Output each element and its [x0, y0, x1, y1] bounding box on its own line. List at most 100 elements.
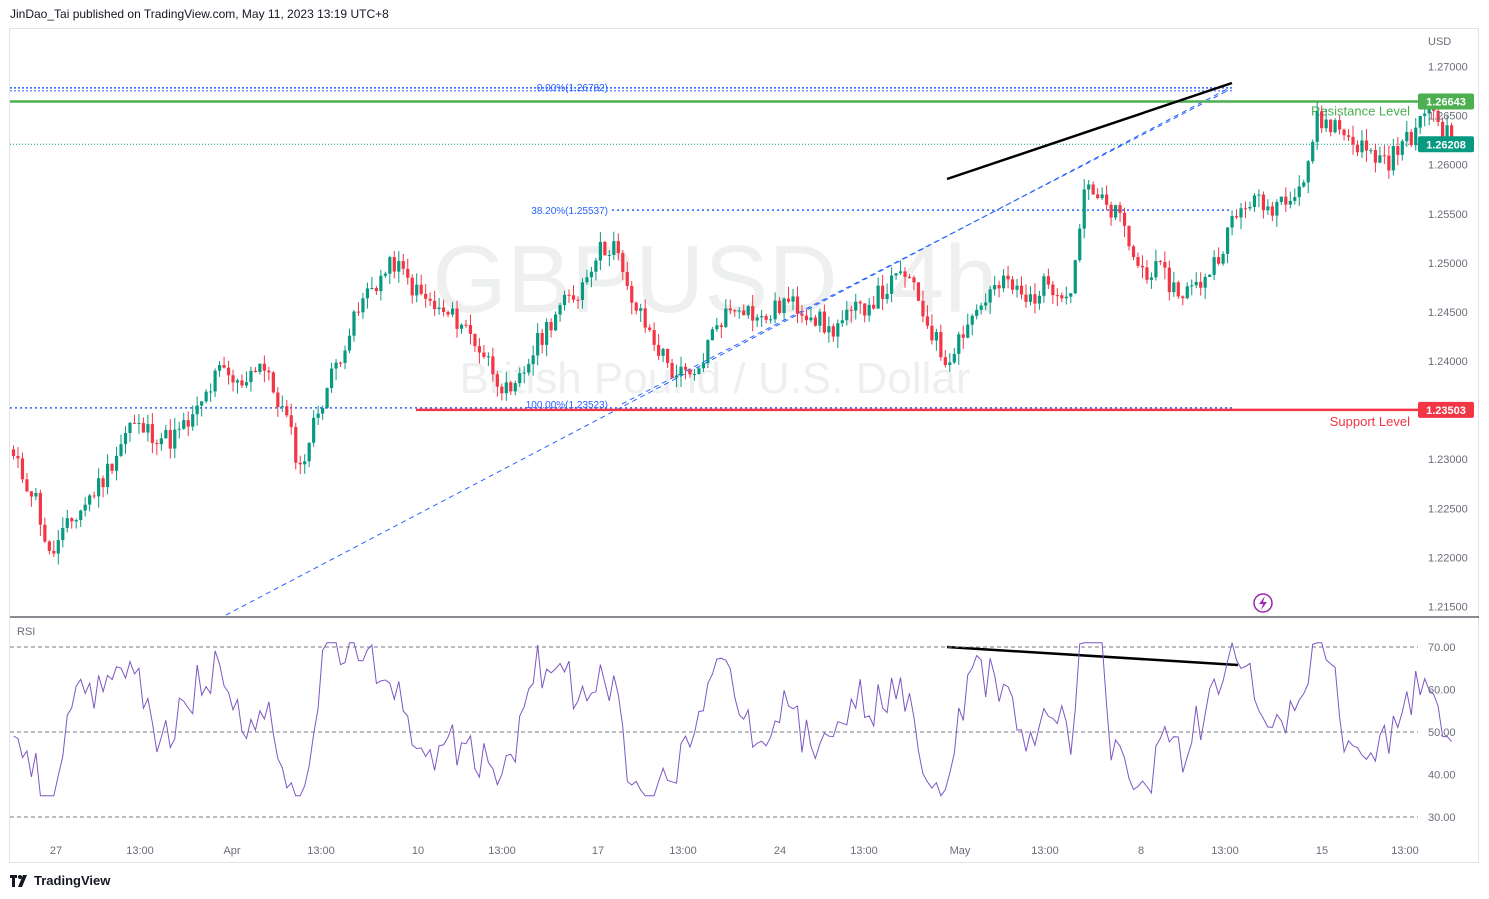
- candle-body: [298, 462, 302, 465]
- candle-body: [836, 323, 840, 337]
- candle-body: [1203, 276, 1207, 288]
- candle-body: [334, 362, 338, 369]
- candle-body: [733, 310, 737, 312]
- candle-body: [338, 362, 343, 364]
- candle-body: [545, 321, 549, 345]
- candle-body: [948, 362, 952, 366]
- candle-body: [11, 449, 16, 456]
- resistance-price-tag-bg: [1418, 93, 1474, 110]
- candle-body: [406, 268, 410, 278]
- candle-body: [643, 308, 647, 328]
- candle-body: [742, 310, 746, 316]
- candle-body: [1091, 184, 1095, 195]
- candle-body: [1051, 284, 1055, 296]
- candle-body: [751, 306, 755, 321]
- candle-body: [1346, 135, 1351, 137]
- candle-body: [701, 363, 706, 369]
- candle-body: [150, 424, 154, 444]
- candle-body: [706, 340, 710, 364]
- candle-body: [477, 346, 482, 353]
- candle-body: [1042, 276, 1046, 296]
- candle-body: [253, 370, 258, 372]
- candle-body: [697, 368, 701, 375]
- candle-body: [410, 277, 414, 296]
- lightning-icon: [1253, 593, 1273, 613]
- candle-body: [1400, 141, 1404, 155]
- candle-body: [661, 348, 665, 356]
- candle-body: [979, 305, 983, 310]
- candle-body: [670, 362, 674, 378]
- candle-body: [83, 504, 87, 511]
- candle-body: [872, 304, 876, 309]
- candle-body: [1279, 196, 1283, 203]
- price-tick-label: 1.21500: [1428, 602, 1468, 614]
- price-tick-label: 1.22000: [1428, 552, 1468, 564]
- candle-body: [984, 302, 988, 306]
- candle-body: [1078, 228, 1082, 261]
- candle-body: [343, 350, 347, 363]
- candle-body: [1105, 194, 1109, 205]
- rsi-tick-label: 40.00: [1428, 770, 1456, 782]
- candle-body: [1176, 282, 1180, 297]
- candle-body: [1306, 161, 1310, 183]
- candle-body: [818, 311, 822, 326]
- candle-body: [710, 329, 714, 341]
- tradingview-brand[interactable]: TradingView: [10, 873, 110, 888]
- candle-body: [459, 324, 464, 329]
- candle-body: [585, 277, 589, 283]
- candle-body: [1149, 277, 1154, 280]
- time-tick-label: 13:00: [126, 845, 154, 857]
- candle-body: [1243, 208, 1248, 210]
- candle-body: [316, 413, 320, 418]
- candle-body: [1096, 194, 1100, 199]
- price-tick-label: 1.25000: [1428, 258, 1468, 270]
- candle-body: [356, 311, 361, 313]
- candle-body: [303, 461, 307, 465]
- price-tick-label: 1.26500: [1428, 111, 1468, 123]
- candle-body: [1387, 155, 1391, 171]
- rsi-tick-label: 70.00: [1428, 642, 1456, 654]
- candle-body: [562, 294, 567, 306]
- price-trendline: [946, 81, 1233, 181]
- candle-body: [1100, 194, 1104, 199]
- candle-body: [276, 392, 280, 408]
- candle-body: [580, 282, 585, 300]
- candle-body: [1378, 155, 1382, 163]
- candle-body: [993, 285, 997, 290]
- candle-body: [61, 527, 65, 541]
- candle-body: [329, 368, 334, 389]
- price-tick-label: 1.24000: [1428, 356, 1468, 368]
- candle-body: [612, 241, 616, 255]
- candle-body: [1449, 125, 1454, 141]
- candle-body: [1064, 296, 1068, 299]
- candle-body: [571, 295, 576, 300]
- candle-body: [1261, 194, 1266, 211]
- candle-body: [1369, 150, 1373, 152]
- resistance-label: Resistance Level: [1311, 104, 1410, 119]
- support-price-tag: 1.23503: [1426, 405, 1466, 417]
- time-tick-label: 13:00: [1031, 845, 1059, 857]
- candle-body: [468, 325, 473, 334]
- candle-body: [370, 288, 374, 290]
- candle-body: [450, 308, 455, 315]
- candle-body: [1069, 293, 1073, 297]
- candle-body: [540, 332, 544, 345]
- candle-body: [594, 260, 598, 272]
- candle-body: [791, 296, 795, 302]
- candle-body: [1024, 294, 1028, 302]
- candle-body: [598, 241, 602, 261]
- candle-body: [782, 298, 786, 314]
- candle-body: [235, 380, 240, 383]
- candle-body: [1239, 208, 1243, 218]
- candle-body: [1320, 111, 1324, 129]
- candle-body: [159, 438, 163, 445]
- candle-body: [428, 298, 432, 301]
- candle-body: [518, 373, 522, 384]
- candle-body: [258, 363, 262, 372]
- candle-body: [997, 285, 1001, 289]
- fib-label-100: 100.00%(1.23523): [526, 400, 608, 411]
- candle-body: [473, 333, 477, 347]
- candle-body: [1266, 206, 1270, 211]
- candle-body: [939, 332, 943, 358]
